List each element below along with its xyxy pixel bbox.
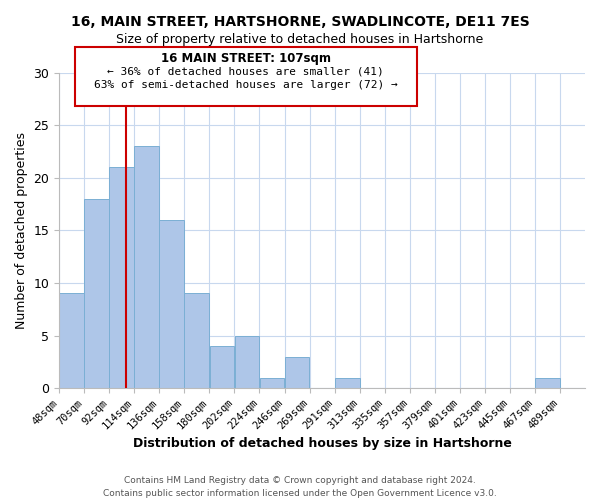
Text: Size of property relative to detached houses in Hartshorne: Size of property relative to detached ho… [116, 32, 484, 46]
Bar [235, 336, 259, 388]
FancyBboxPatch shape [75, 47, 417, 106]
Text: 16, MAIN STREET, HARTSHORNE, SWADLINCOTE, DE11 7ES: 16, MAIN STREET, HARTSHORNE, SWADLINCOTE… [71, 15, 529, 29]
Bar [160, 220, 184, 388]
Text: Contains HM Land Registry data © Crown copyright and database right 2024.
Contai: Contains HM Land Registry data © Crown c… [103, 476, 497, 498]
Bar [59, 294, 84, 388]
Text: ← 36% of detached houses are smaller (41): ← 36% of detached houses are smaller (41… [107, 66, 384, 76]
X-axis label: Distribution of detached houses by size in Hartshorne: Distribution of detached houses by size … [133, 437, 512, 450]
Bar [284, 356, 310, 388]
Bar [260, 378, 284, 388]
Y-axis label: Number of detached properties: Number of detached properties [15, 132, 28, 329]
Bar [209, 346, 235, 388]
Text: 16 MAIN STREET: 107sqm: 16 MAIN STREET: 107sqm [161, 52, 331, 65]
Bar [335, 378, 359, 388]
Bar [85, 199, 109, 388]
Bar [134, 146, 159, 388]
Text: 63% of semi-detached houses are larger (72) →: 63% of semi-detached houses are larger (… [94, 80, 398, 90]
Bar [109, 167, 134, 388]
Bar [535, 378, 560, 388]
Bar [184, 294, 209, 388]
